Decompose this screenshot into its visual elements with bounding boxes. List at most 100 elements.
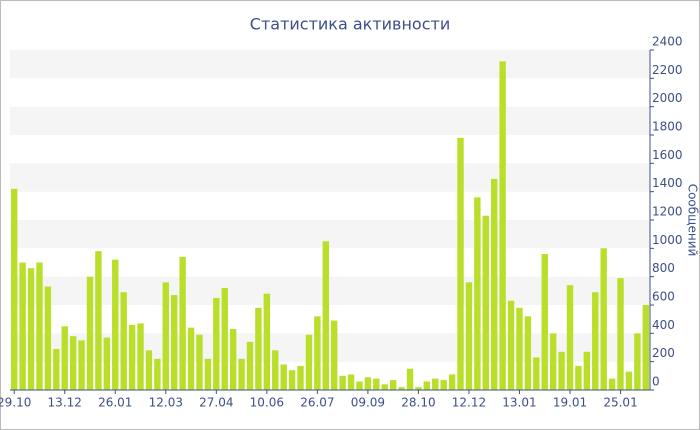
bar xyxy=(19,262,26,390)
bar xyxy=(491,178,498,390)
bar xyxy=(61,326,68,390)
bar xyxy=(95,251,102,390)
bar xyxy=(53,348,60,390)
bar xyxy=(575,365,582,390)
bar xyxy=(364,377,372,390)
bar xyxy=(642,305,649,390)
bar xyxy=(440,380,447,390)
y-tick-label: 2400 xyxy=(652,35,683,49)
x-tick-label: 26.01 xyxy=(98,396,132,410)
bar xyxy=(196,334,203,390)
bar xyxy=(516,307,523,390)
bar xyxy=(204,358,212,390)
bar xyxy=(120,292,127,390)
x-tick-label: 10.06 xyxy=(250,396,284,410)
x-tick-label: 19.01 xyxy=(553,396,587,410)
x-tick-label: 25.01 xyxy=(603,396,637,410)
chart-title: Статистика активности xyxy=(250,15,450,34)
bar xyxy=(288,370,296,390)
x-tick-label: 13.12 xyxy=(48,396,82,410)
y-tick-label: 1400 xyxy=(652,176,683,190)
bar xyxy=(507,300,515,390)
x-tick-label: 26.07 xyxy=(300,396,334,410)
bar xyxy=(272,350,279,390)
bar xyxy=(322,241,329,390)
x-tick-label: 27.04 xyxy=(199,396,233,410)
grid-band xyxy=(10,50,650,79)
y-tick-label: 800 xyxy=(652,261,675,275)
bar xyxy=(86,276,94,390)
bar xyxy=(432,378,439,390)
bar xyxy=(398,387,405,390)
bar xyxy=(457,137,464,390)
bar xyxy=(78,340,85,390)
bar xyxy=(103,337,111,390)
bar xyxy=(381,384,388,390)
bar xyxy=(27,268,35,390)
grid-band xyxy=(10,106,650,135)
grid-band xyxy=(10,276,650,305)
bar xyxy=(356,381,363,390)
bar xyxy=(137,323,144,390)
bar xyxy=(608,378,616,390)
bar xyxy=(533,357,540,390)
y-axis-label: Сообщений xyxy=(686,184,700,257)
bar xyxy=(339,375,346,390)
bar xyxy=(566,285,574,390)
bar xyxy=(263,293,271,390)
bar xyxy=(634,333,641,390)
bar xyxy=(474,197,481,390)
y-tick-label: 400 xyxy=(652,318,675,332)
bar xyxy=(600,248,607,390)
bar xyxy=(592,292,599,390)
bar xyxy=(406,368,414,390)
x-tick-label: 12.03 xyxy=(149,396,183,410)
grid-band xyxy=(10,220,650,249)
bar xyxy=(389,380,397,390)
bar xyxy=(347,374,355,390)
bar xyxy=(246,341,254,390)
bar xyxy=(36,262,43,390)
y-tick-label: 200 xyxy=(652,346,675,360)
bar xyxy=(238,358,245,390)
y-tick-label: 2200 xyxy=(652,63,683,77)
bar xyxy=(69,336,77,390)
y-tick-label: 1000 xyxy=(652,233,683,247)
bar xyxy=(128,324,136,390)
bar xyxy=(549,333,557,390)
bar xyxy=(583,351,591,390)
bar xyxy=(625,371,633,390)
x-tick-label: 12.12 xyxy=(452,396,486,410)
bar xyxy=(305,334,313,390)
x-tick-label: 29.10 xyxy=(0,396,31,410)
bar xyxy=(154,358,161,390)
bar xyxy=(331,320,338,390)
bar xyxy=(423,381,431,390)
bar xyxy=(617,278,624,390)
x-tick-label: 28.10 xyxy=(401,396,435,410)
bar xyxy=(482,215,489,390)
bar xyxy=(11,188,18,390)
y-tick-label: 1600 xyxy=(652,148,683,162)
bar xyxy=(112,259,119,390)
bar xyxy=(465,282,473,390)
y-tick-label: 2000 xyxy=(652,91,683,105)
bar xyxy=(499,61,506,390)
bar xyxy=(541,254,548,390)
bar xyxy=(44,286,52,390)
bar xyxy=(179,256,186,390)
grid-band xyxy=(10,163,650,192)
bar xyxy=(171,295,178,390)
bar xyxy=(373,378,380,390)
bar xyxy=(162,282,169,390)
y-tick-label: 1800 xyxy=(652,120,683,134)
bar xyxy=(448,374,456,390)
bar xyxy=(415,387,422,390)
bar xyxy=(524,316,532,390)
x-tick-label: 13.01 xyxy=(502,396,536,410)
bar xyxy=(187,327,195,390)
bar xyxy=(221,288,228,390)
bar xyxy=(213,297,220,390)
y-tick-label: 0 xyxy=(652,375,660,389)
